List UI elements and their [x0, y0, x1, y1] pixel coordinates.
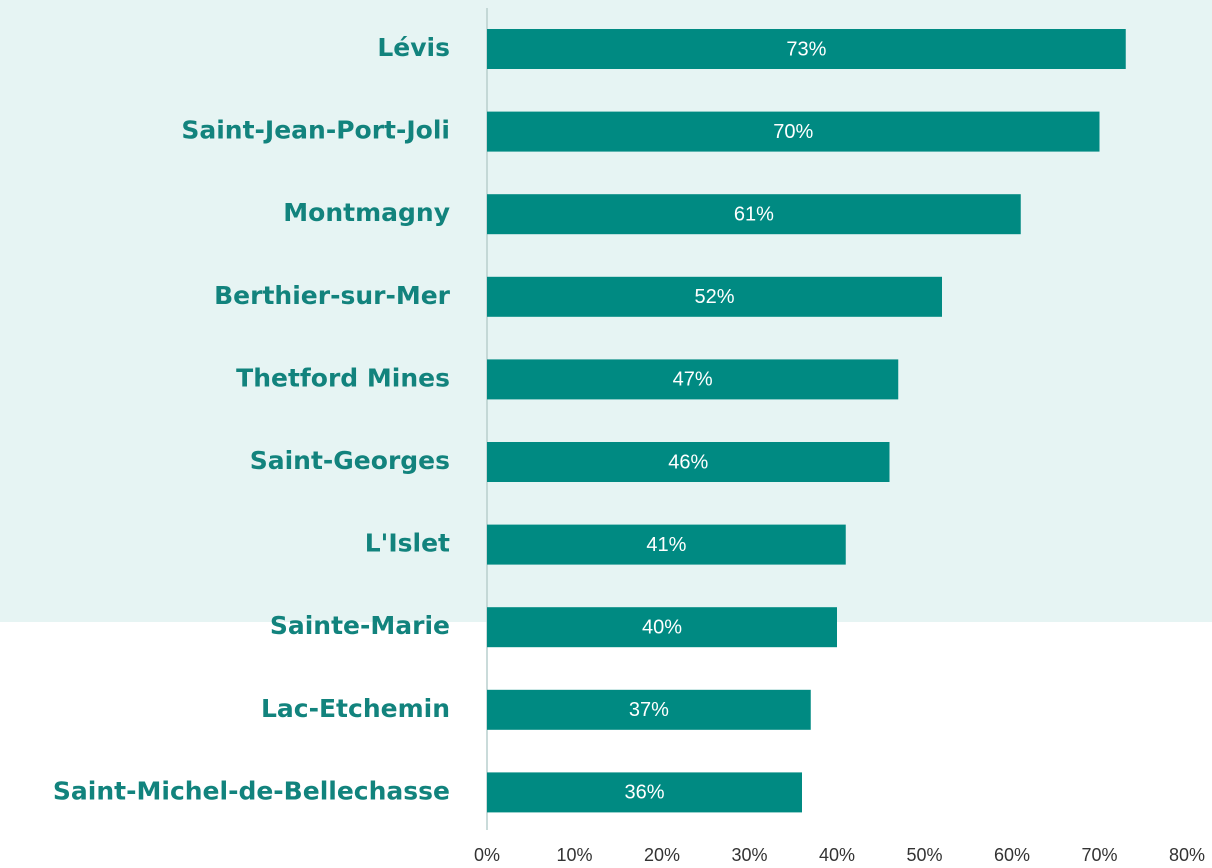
category-label: Lac-Etchemin: [261, 694, 450, 723]
bar: [487, 442, 890, 482]
value-label: 36%: [624, 782, 664, 804]
bar: [487, 772, 802, 813]
category-label: Thetford Mines: [236, 363, 450, 392]
x-tick-label: 50%: [906, 845, 942, 865]
value-label: 52%: [694, 286, 734, 308]
x-tick-label: 40%: [819, 845, 855, 865]
x-tick-label: 80%: [1169, 845, 1205, 865]
x-tick-label: 0%: [474, 845, 500, 865]
bar: [487, 111, 1100, 152]
x-tick-label: 70%: [1081, 845, 1117, 865]
bar: [487, 359, 899, 400]
bar: [487, 276, 942, 317]
bar: [487, 29, 1126, 69]
x-tick-label: 30%: [731, 845, 767, 865]
category-label: Saint-Michel-de-Bellechasse: [53, 776, 450, 805]
category-label: Sainte-Marie: [270, 611, 450, 640]
bar: [487, 607, 837, 648]
category-label: Montmagny: [283, 198, 450, 227]
category-label: L'Islet: [365, 529, 450, 558]
value-label: 61%: [734, 203, 774, 225]
x-tick-label: 10%: [556, 845, 592, 865]
value-label: 37%: [629, 699, 669, 721]
x-tick-label: 60%: [994, 845, 1030, 865]
bar: [487, 524, 846, 565]
value-label: 40%: [642, 616, 682, 638]
value-label: 73%: [786, 38, 826, 60]
value-label: 41%: [646, 534, 686, 556]
bar: [487, 689, 811, 730]
bar: [487, 194, 1021, 235]
category-label: Berthier-sur-Mer: [214, 281, 451, 310]
x-tick-label: 20%: [644, 845, 680, 865]
category-label: Saint-Jean-Port-Joli: [181, 116, 450, 145]
value-label: 47%: [673, 369, 713, 391]
value-label: 70%: [773, 121, 813, 143]
category-label: Lévis: [377, 33, 450, 62]
value-label: 46%: [668, 451, 708, 473]
category-label: Saint-Georges: [250, 446, 450, 475]
